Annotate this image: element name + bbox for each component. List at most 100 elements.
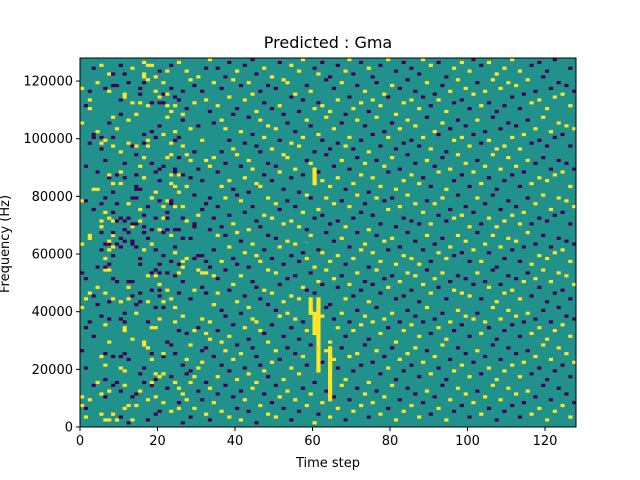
heatmap-cell — [541, 383, 546, 387]
heatmap-cell — [463, 314, 468, 318]
heatmap-cell — [215, 375, 220, 379]
heatmap-cell — [118, 112, 123, 116]
heatmap-cell — [262, 173, 267, 177]
heatmap-cell — [374, 305, 379, 310]
heatmap-cell — [242, 210, 247, 214]
heatmap-cell — [180, 421, 185, 425]
heatmap-cell — [471, 282, 476, 287]
heatmap-cell — [502, 66, 507, 70]
heatmap-cell — [494, 187, 499, 191]
heatmap-cell — [242, 398, 247, 402]
heatmap-cell — [432, 277, 437, 281]
heatmap-cell — [452, 66, 457, 70]
heatmap-cell — [262, 331, 267, 336]
heatmap-cell — [254, 109, 259, 114]
heatmap-cell — [161, 354, 166, 359]
heatmap-cell — [176, 386, 182, 390]
heatmap-cell — [130, 337, 135, 341]
heatmap-cell — [413, 392, 418, 396]
heatmap-cell — [204, 158, 209, 163]
heatmap-cell — [118, 389, 123, 393]
heatmap-cell — [339, 346, 344, 350]
heatmap-cell — [277, 138, 282, 142]
heatmap-cell — [207, 265, 213, 269]
heatmap-cell — [448, 89, 453, 93]
heatmap-cell — [386, 285, 391, 289]
heatmap-cell — [417, 300, 422, 304]
heatmap-cell — [397, 279, 402, 284]
heatmap-cell — [483, 320, 488, 324]
heatmap-cell — [308, 89, 313, 93]
heatmap-cell — [378, 259, 383, 263]
heatmap-cell — [223, 196, 228, 200]
heatmap-cell — [533, 395, 538, 399]
heatmap-cell — [114, 83, 120, 88]
heatmap-cell — [424, 349, 430, 353]
heatmap-cell — [417, 262, 422, 266]
heatmap-cell — [308, 161, 313, 165]
heatmap-cell — [242, 251, 247, 255]
heatmap-cell — [111, 135, 116, 140]
heatmap-cell — [568, 66, 573, 70]
heatmap-cell — [157, 375, 162, 379]
heatmap-cell — [316, 72, 321, 76]
heatmap-cell — [393, 262, 399, 266]
y-tick-label: 60000 — [32, 248, 73, 263]
heatmap-cell — [169, 375, 174, 379]
heatmap-cell — [335, 326, 340, 330]
heatmap-cell — [560, 248, 565, 252]
heatmap-cell — [103, 418, 108, 422]
heatmap-cell — [145, 205, 151, 209]
heatmap-cell — [498, 282, 503, 287]
heatmap-cell — [142, 380, 147, 385]
heatmap-cell — [537, 176, 542, 180]
heatmap-cell — [304, 228, 309, 232]
heatmap-cell — [471, 92, 476, 96]
heatmap-cell — [409, 363, 414, 367]
heatmap-cell — [374, 389, 379, 393]
heatmap-cell — [161, 81, 166, 85]
heatmap-cell — [324, 268, 329, 272]
heatmap-cell — [304, 403, 309, 408]
heatmap-cell — [560, 92, 565, 96]
heatmap-cell — [475, 349, 480, 353]
heatmap-cell — [510, 403, 515, 408]
heatmap-cell — [223, 127, 228, 131]
heatmap-cell — [153, 326, 158, 330]
heatmap-cell — [238, 352, 244, 356]
heatmap-cell — [556, 386, 561, 390]
heatmap-cell — [386, 207, 391, 212]
heatmap-cell — [471, 170, 476, 174]
heatmap-cell — [510, 363, 515, 367]
heatmap-cell — [409, 288, 414, 292]
heatmap-cell — [145, 78, 151, 82]
heatmap-cell — [130, 222, 135, 226]
heatmap-cell — [494, 109, 499, 114]
heatmap-cell — [231, 187, 236, 191]
heatmap-cell — [111, 72, 116, 76]
heatmap-cell — [289, 95, 294, 99]
heatmap-cell — [269, 291, 275, 295]
heatmap-cell — [107, 340, 112, 344]
heatmap-cell — [111, 230, 116, 235]
heatmap-cell — [95, 130, 100, 134]
heatmap-cell — [87, 233, 92, 238]
heatmap-cell — [142, 225, 147, 229]
heatmap-cell — [200, 271, 205, 275]
heatmap-cell — [157, 69, 162, 73]
heatmap-cell — [343, 297, 348, 301]
heatmap-cell — [300, 173, 306, 177]
heatmap-cell — [312, 265, 317, 269]
heatmap-cell — [211, 274, 216, 278]
heatmap-cell — [200, 349, 205, 353]
heatmap-cell — [215, 66, 220, 70]
heatmap-cell — [297, 372, 302, 376]
heatmap-cell — [211, 401, 216, 405]
heatmap-cell — [200, 89, 205, 93]
heatmap-cell — [211, 156, 216, 160]
heatmap-cell — [142, 340, 147, 344]
heatmap-cell — [192, 406, 197, 410]
heatmap-cell — [142, 176, 147, 180]
heatmap-cell — [169, 199, 174, 203]
heatmap-cell — [204, 259, 209, 263]
